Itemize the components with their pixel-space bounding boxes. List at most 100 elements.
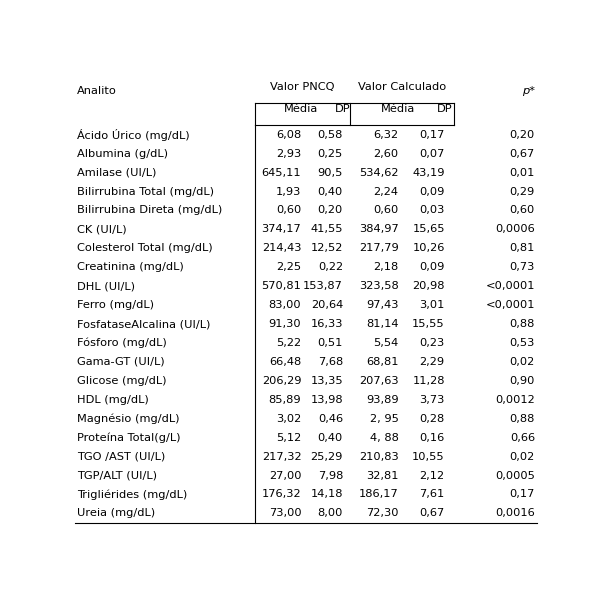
- Text: 0,60: 0,60: [510, 205, 535, 215]
- Text: Bilirrubina Direta (mg/dL): Bilirrubina Direta (mg/dL): [77, 205, 222, 215]
- Text: 43,19: 43,19: [413, 168, 445, 178]
- Text: 6,08: 6,08: [276, 130, 301, 140]
- Text: 0,0012: 0,0012: [496, 395, 535, 405]
- Text: 2,12: 2,12: [420, 470, 445, 480]
- Text: Média: Média: [284, 104, 318, 114]
- Text: 374,17: 374,17: [261, 224, 301, 234]
- Text: Ácido Úrico (mg/dL): Ácido Úrico (mg/dL): [77, 129, 190, 141]
- Text: 12,52: 12,52: [310, 243, 343, 253]
- Text: 27,00: 27,00: [269, 470, 301, 480]
- Text: CK (UI/L): CK (UI/L): [77, 224, 127, 234]
- Text: 0,73: 0,73: [510, 263, 535, 272]
- Text: 2,60: 2,60: [373, 149, 399, 159]
- Text: 2,29: 2,29: [420, 357, 445, 367]
- Text: 0,46: 0,46: [318, 414, 343, 424]
- Text: 97,43: 97,43: [366, 300, 399, 310]
- Text: 0,58: 0,58: [318, 130, 343, 140]
- Text: <0,0001: <0,0001: [485, 281, 535, 291]
- Text: 6,32: 6,32: [373, 130, 399, 140]
- Text: 0,51: 0,51: [318, 338, 343, 348]
- Text: Ureia (mg/dL): Ureia (mg/dL): [77, 509, 155, 519]
- Text: TGO /AST (UI/L): TGO /AST (UI/L): [77, 451, 165, 461]
- Text: Albumina (g/dL): Albumina (g/dL): [77, 149, 168, 159]
- Text: 16,33: 16,33: [310, 319, 343, 329]
- Text: 0,60: 0,60: [276, 205, 301, 215]
- Text: 73,00: 73,00: [269, 509, 301, 519]
- Text: Amilase (UI/L): Amilase (UI/L): [77, 168, 156, 178]
- Text: 0,66: 0,66: [510, 432, 535, 442]
- Text: 41,55: 41,55: [310, 224, 343, 234]
- Text: Glicose (mg/dL): Glicose (mg/dL): [77, 376, 167, 386]
- Text: DP: DP: [335, 104, 351, 114]
- Text: 217,79: 217,79: [359, 243, 399, 253]
- Text: 0,07: 0,07: [419, 149, 445, 159]
- Text: Analito: Analito: [77, 86, 117, 96]
- Text: Trigliérides (mg/dL): Trigliérides (mg/dL): [77, 489, 187, 500]
- Text: Valor PNCQ: Valor PNCQ: [270, 82, 335, 92]
- Text: Magnésio (mg/dL): Magnésio (mg/dL): [77, 414, 180, 424]
- Text: 66,48: 66,48: [269, 357, 301, 367]
- Text: 32,81: 32,81: [366, 470, 399, 480]
- Text: 0,60: 0,60: [373, 205, 399, 215]
- Text: p*: p*: [522, 86, 535, 96]
- Text: 2, 95: 2, 95: [370, 414, 399, 424]
- Text: 0,02: 0,02: [510, 451, 535, 461]
- Text: 85,89: 85,89: [269, 395, 301, 405]
- Text: 645,11: 645,11: [261, 168, 301, 178]
- Text: <0,0001: <0,0001: [485, 300, 535, 310]
- Text: 570,81: 570,81: [261, 281, 301, 291]
- Text: 0,28: 0,28: [420, 414, 445, 424]
- Text: 10,55: 10,55: [412, 451, 445, 461]
- Text: 13,98: 13,98: [310, 395, 343, 405]
- Text: 0,09: 0,09: [419, 186, 445, 196]
- Text: 0,09: 0,09: [419, 263, 445, 272]
- Text: 0,23: 0,23: [420, 338, 445, 348]
- Text: Proteína Total(g/L): Proteína Total(g/L): [77, 432, 180, 443]
- Text: 3,01: 3,01: [419, 300, 445, 310]
- Text: 0,88: 0,88: [510, 319, 535, 329]
- Text: 0,22: 0,22: [318, 263, 343, 272]
- Text: 7,98: 7,98: [318, 470, 343, 480]
- Text: 153,87: 153,87: [303, 281, 343, 291]
- Text: DP: DP: [437, 104, 453, 114]
- Text: 20,64: 20,64: [310, 300, 343, 310]
- Text: Colesterol Total (mg/dL): Colesterol Total (mg/dL): [77, 243, 213, 253]
- Text: 10,26: 10,26: [413, 243, 445, 253]
- Text: 0,67: 0,67: [420, 509, 445, 519]
- Text: Valor Calculado: Valor Calculado: [358, 82, 446, 92]
- Text: 217,32: 217,32: [261, 451, 301, 461]
- Text: 1,93: 1,93: [276, 186, 301, 196]
- Text: 3,73: 3,73: [419, 395, 445, 405]
- Text: Média: Média: [381, 104, 416, 114]
- Text: 323,58: 323,58: [359, 281, 399, 291]
- Text: 14,18: 14,18: [310, 490, 343, 499]
- Text: 0,03: 0,03: [419, 205, 445, 215]
- Text: 207,63: 207,63: [359, 376, 399, 386]
- Text: 0,20: 0,20: [510, 130, 535, 140]
- Text: 2,18: 2,18: [373, 263, 399, 272]
- Text: 7,61: 7,61: [420, 490, 445, 499]
- Text: 5,12: 5,12: [276, 432, 301, 442]
- Text: 176,32: 176,32: [261, 490, 301, 499]
- Text: 0,40: 0,40: [318, 432, 343, 442]
- Text: 90,5: 90,5: [318, 168, 343, 178]
- Text: 72,30: 72,30: [366, 509, 399, 519]
- Text: 186,17: 186,17: [359, 490, 399, 499]
- Text: 0,16: 0,16: [420, 432, 445, 442]
- Text: 0,0016: 0,0016: [496, 509, 535, 519]
- Text: Fósforo (mg/dL): Fósforo (mg/dL): [77, 337, 167, 348]
- Text: 83,00: 83,00: [269, 300, 301, 310]
- Text: 0,81: 0,81: [510, 243, 535, 253]
- Text: 206,29: 206,29: [262, 376, 301, 386]
- Text: 7,68: 7,68: [318, 357, 343, 367]
- Text: 0,90: 0,90: [510, 376, 535, 386]
- Text: 4, 88: 4, 88: [370, 432, 399, 442]
- Text: 2,25: 2,25: [276, 263, 301, 272]
- Text: 5,22: 5,22: [276, 338, 301, 348]
- Text: Creatinina (mg/dL): Creatinina (mg/dL): [77, 263, 184, 272]
- Text: 0,25: 0,25: [318, 149, 343, 159]
- Text: 2,24: 2,24: [374, 186, 399, 196]
- Text: 0,88: 0,88: [510, 414, 535, 424]
- Text: 15,55: 15,55: [412, 319, 445, 329]
- Text: 13,35: 13,35: [310, 376, 343, 386]
